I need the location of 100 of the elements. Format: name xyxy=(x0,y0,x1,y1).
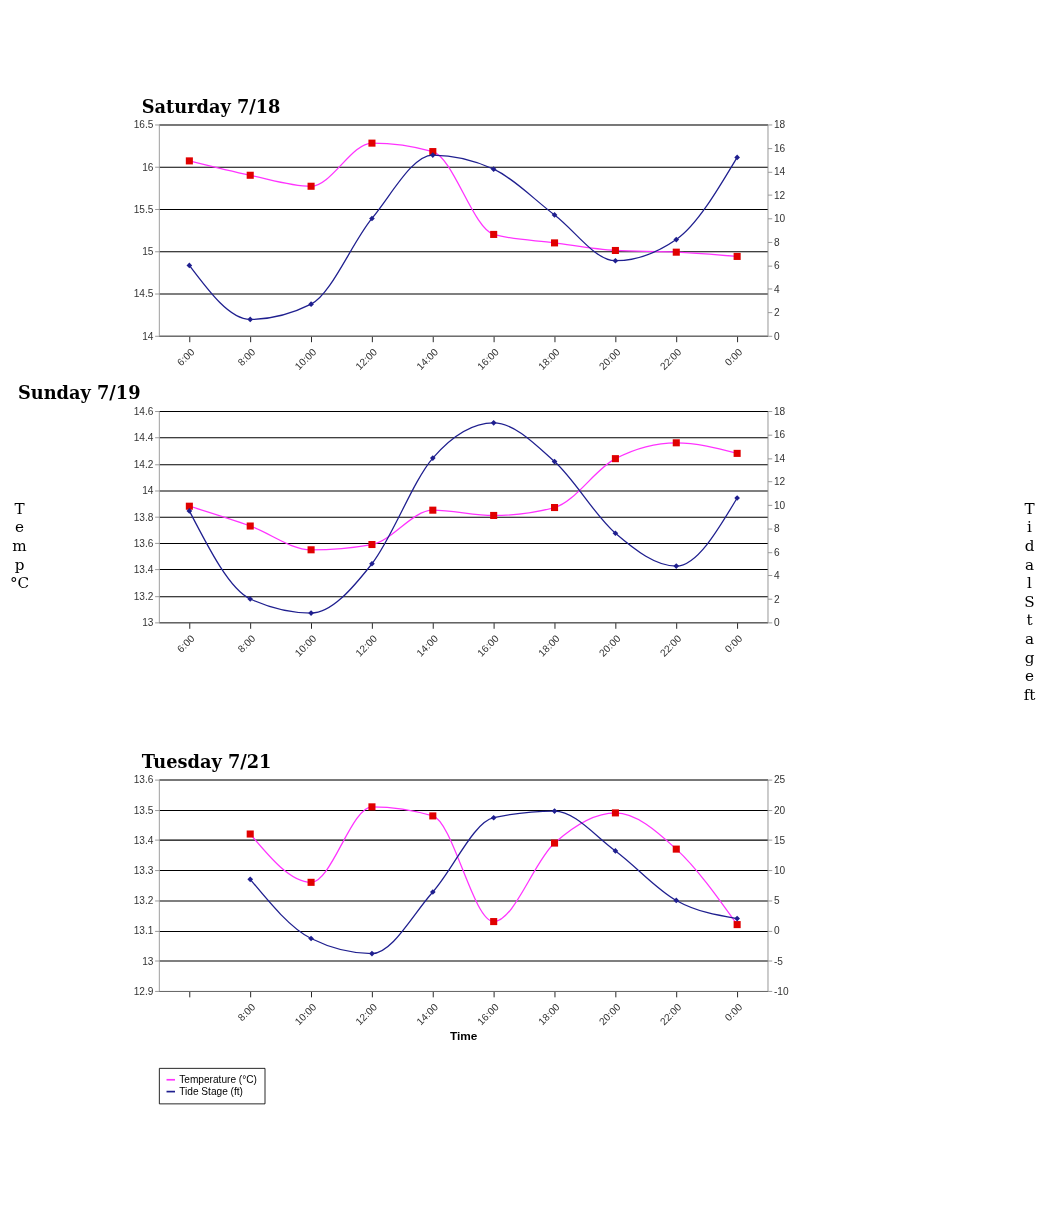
y-tick-label: 13.8 xyxy=(133,511,154,523)
y2-tick-label: 10 xyxy=(773,213,786,225)
point xyxy=(429,812,437,820)
point xyxy=(185,502,193,510)
x-tick-label: 8:00 xyxy=(235,346,258,369)
x-tick-label: 0:00 xyxy=(722,632,745,655)
y-tick-label: 16.5 xyxy=(133,119,154,131)
point xyxy=(186,508,193,514)
x-tick-label: 6:00 xyxy=(174,632,197,655)
y-tick-label: 13.6 xyxy=(133,538,154,549)
y-tick-label: 14.5 xyxy=(133,288,154,300)
point xyxy=(490,511,498,519)
point xyxy=(611,455,619,463)
y-tick-label: 14.6 xyxy=(133,405,154,417)
point xyxy=(369,560,375,567)
x-tick-label: 0:00 xyxy=(722,346,745,369)
point xyxy=(734,154,740,161)
chart-title: Tuesday 7/21 xyxy=(141,750,272,772)
point xyxy=(368,139,376,147)
y-tick-label: 13.2 xyxy=(133,895,154,907)
y2-tick-label: 10 xyxy=(773,499,786,511)
point xyxy=(490,814,497,821)
point xyxy=(490,420,497,426)
point xyxy=(185,157,193,165)
y2-tick-label: 2 xyxy=(773,307,780,319)
point xyxy=(247,596,254,602)
point xyxy=(612,257,619,264)
y-tick-label: 13.2 xyxy=(133,590,154,602)
y-tick-label: 14 xyxy=(142,485,154,497)
y2-tick-label: 12 xyxy=(773,189,786,201)
y2-tick-label: 0 xyxy=(773,330,780,342)
y2-tick-label: 8 xyxy=(773,236,780,248)
y-tick-label: 14.2 xyxy=(133,458,154,470)
y-axis-title: Temp °C xyxy=(9,499,30,593)
y2-tick-label: -10 xyxy=(773,985,789,997)
point xyxy=(733,449,741,457)
point xyxy=(672,248,680,256)
y-tick-label: 13.4 xyxy=(133,834,154,846)
y2-tick-label: 25 xyxy=(773,774,786,786)
point xyxy=(369,215,375,222)
y2-tick-label: 8 xyxy=(773,523,780,535)
y2-tick-label: 12 xyxy=(773,476,786,488)
point xyxy=(307,878,315,886)
point xyxy=(612,530,619,537)
point xyxy=(734,915,740,922)
point xyxy=(673,897,680,904)
point xyxy=(246,830,254,838)
y-tick-label: 12.9 xyxy=(133,985,154,997)
point xyxy=(368,540,376,549)
y2-tick-label: 18 xyxy=(773,405,786,417)
y-tick-label: 13.4 xyxy=(133,564,154,576)
y2-tick-label: 4 xyxy=(773,570,780,582)
point xyxy=(672,439,680,447)
x-tick-label: 8:00 xyxy=(235,1001,258,1024)
y-tick-label: 13 xyxy=(142,617,154,629)
y-tick-label: 13.5 xyxy=(133,804,154,816)
y2-tick-label: 4 xyxy=(773,283,780,295)
x-tick-label: 0:00 xyxy=(722,1001,745,1024)
text: Tidal Stage ft xyxy=(1023,499,1036,704)
point xyxy=(429,152,436,158)
chart-title: Sunday 7/19 xyxy=(17,382,141,404)
y2-tick-label: 16 xyxy=(773,429,786,441)
point xyxy=(247,316,254,323)
y2-tick-label: 6 xyxy=(773,546,780,558)
y2-tick-label: 2 xyxy=(773,593,780,605)
point xyxy=(551,212,558,218)
y-tick-label: 15 xyxy=(142,246,154,258)
point xyxy=(612,848,619,854)
x-tick-label: 8:00 xyxy=(235,632,258,655)
y2-tick-label: 6 xyxy=(773,260,780,272)
y2-tick-label: 16 xyxy=(773,142,786,154)
y-tick-label: 13.1 xyxy=(133,925,154,937)
point xyxy=(673,563,680,569)
y2-tick-label: 0 xyxy=(773,617,780,629)
point xyxy=(368,803,376,811)
point xyxy=(308,301,314,308)
legend-label: Tide Stage (ft) xyxy=(179,1085,243,1097)
x-axis-title: Time xyxy=(449,1028,478,1043)
legend-label: Temperature (°C) xyxy=(179,1074,257,1086)
y-tick-label: 13.3 xyxy=(133,865,154,877)
point xyxy=(733,252,741,260)
y2-tick-label: 10 xyxy=(773,865,786,877)
point xyxy=(551,239,559,247)
point xyxy=(490,230,498,238)
point xyxy=(673,236,680,243)
point xyxy=(551,503,559,512)
point xyxy=(672,845,680,853)
point xyxy=(551,839,559,847)
point xyxy=(307,182,315,190)
chart-title: Saturday 7/18 xyxy=(141,95,281,117)
point xyxy=(490,166,497,172)
point xyxy=(246,171,254,179)
y2-tick-label: 14 xyxy=(773,166,786,178)
point xyxy=(611,809,619,817)
y-tick-label: 13 xyxy=(142,955,154,967)
y2-tick-label: 18 xyxy=(773,119,786,131)
y2-tick-label: 15 xyxy=(773,834,786,846)
point xyxy=(611,246,619,255)
y-tick-label: 14.4 xyxy=(133,432,154,444)
point xyxy=(429,506,437,514)
